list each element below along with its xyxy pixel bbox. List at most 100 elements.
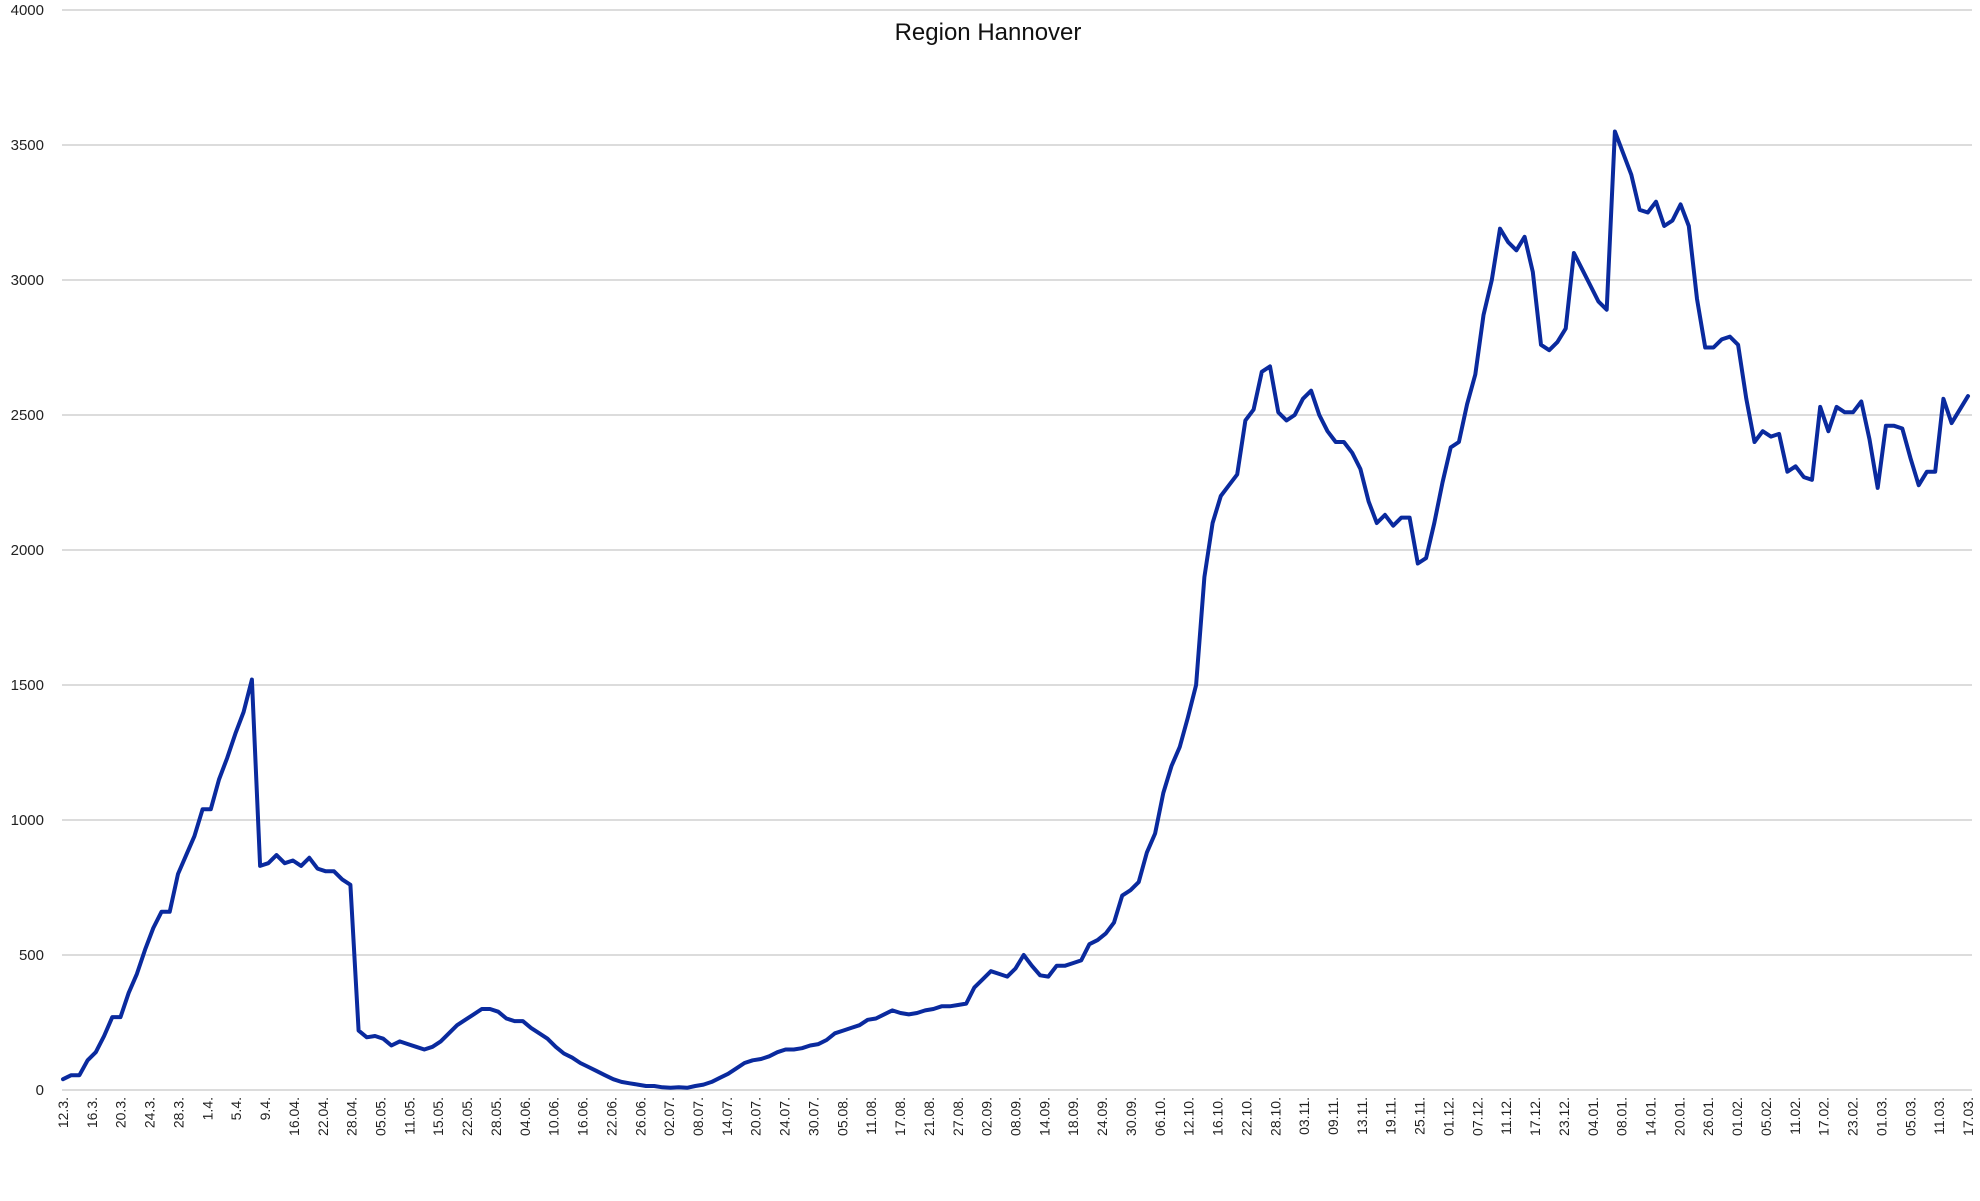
data-point	[1112, 921, 1116, 925]
data-point	[554, 1045, 558, 1049]
data-point	[455, 1023, 459, 1027]
data-point	[307, 856, 311, 860]
data-point	[1769, 435, 1773, 439]
x-tick-label: 17.03.	[1960, 1097, 1976, 1136]
data-point	[1753, 440, 1757, 444]
x-tick-label: 04.06.	[517, 1097, 533, 1136]
data-point	[398, 1039, 402, 1043]
data-point	[1219, 494, 1223, 498]
data-point	[94, 1050, 98, 1054]
data-point	[299, 864, 303, 868]
x-tick-label: 14.09.	[1036, 1097, 1052, 1136]
x-tick-label: 15.05.	[430, 1097, 446, 1136]
x-tick-label: 12.10.	[1181, 1097, 1197, 1136]
data-point	[1654, 200, 1658, 204]
x-tick-label: 22.05.	[459, 1097, 475, 1136]
data-point	[1030, 964, 1034, 968]
data-point	[447, 1031, 451, 1035]
data-point	[1104, 931, 1108, 935]
data-point	[1547, 348, 1551, 352]
y-tick-label: 2500	[11, 407, 44, 424]
data-point	[86, 1058, 90, 1062]
x-tick-label: 30.07.	[805, 1097, 821, 1136]
y-tick-label: 2000	[11, 542, 44, 559]
y-tick-label: 0	[36, 1082, 44, 1099]
data-point	[981, 977, 985, 981]
data-point	[119, 1015, 123, 1019]
data-point	[332, 869, 336, 873]
data-point	[841, 1029, 845, 1033]
data-point	[1941, 397, 1945, 401]
data-point	[1785, 470, 1789, 474]
data-point	[431, 1045, 435, 1049]
data-point	[1744, 397, 1748, 401]
x-tick-label: 26.01.	[1700, 1097, 1716, 1136]
data-point	[504, 1017, 508, 1021]
data-point	[578, 1061, 582, 1065]
data-point	[151, 926, 155, 930]
data-point	[1588, 283, 1592, 287]
data-point	[866, 1018, 870, 1022]
data-point	[1375, 521, 1379, 525]
data-point	[291, 859, 295, 863]
data-point	[1900, 427, 1904, 431]
y-tick-label: 1500	[11, 677, 44, 694]
data-point	[1137, 880, 1141, 884]
data-point	[669, 1086, 673, 1090]
data-point	[1449, 445, 1453, 449]
data-point	[1063, 964, 1067, 968]
data-point	[1826, 429, 1830, 433]
data-point	[1966, 394, 1970, 398]
data-point	[874, 1017, 878, 1021]
x-tick-label: 21.08.	[921, 1097, 937, 1136]
x-tick-label: 9.4.	[257, 1097, 273, 1120]
data-point	[1301, 397, 1305, 401]
data-point	[1252, 408, 1256, 412]
data-point	[1391, 524, 1395, 528]
x-tick-label: 17.12.	[1527, 1097, 1543, 1136]
x-tick-label: 23.02.	[1845, 1097, 1861, 1136]
data-points	[61, 130, 1970, 1090]
x-tick-label: 24.3.	[142, 1097, 158, 1128]
data-point	[357, 1029, 361, 1033]
x-tick-label: 14.07.	[719, 1097, 735, 1136]
data-point	[340, 877, 344, 881]
x-tick-label: 22.04.	[315, 1097, 331, 1136]
gridlines	[62, 9, 1972, 1091]
data-point	[915, 1011, 919, 1015]
data-point	[1613, 130, 1617, 134]
x-tick-label: 03.11.	[1296, 1097, 1312, 1135]
data-point	[1490, 278, 1494, 282]
x-tick-label: 02.07.	[661, 1097, 677, 1136]
data-point	[61, 1077, 65, 1081]
data-point	[1079, 958, 1083, 962]
y-tick-label: 3000	[11, 272, 44, 289]
data-point	[1679, 202, 1683, 206]
data-point	[1022, 953, 1026, 957]
data-point	[1309, 389, 1313, 393]
x-tick-label: 08.01.	[1614, 1097, 1630, 1136]
data-point	[488, 1007, 492, 1011]
data-point	[192, 834, 196, 838]
data-point	[1227, 483, 1231, 487]
data-point	[1293, 413, 1297, 417]
data-point	[110, 1015, 114, 1019]
data-point	[1629, 173, 1633, 177]
data-point	[562, 1052, 566, 1056]
data-point	[899, 1011, 903, 1015]
data-point	[463, 1018, 467, 1022]
data-point	[660, 1085, 664, 1089]
x-tick-label: 14.01.	[1643, 1097, 1659, 1136]
data-point	[628, 1081, 632, 1085]
data-point	[718, 1076, 722, 1080]
series-line	[61, 129, 1970, 1090]
data-point	[1408, 516, 1412, 520]
x-tick-label: 16.04.	[286, 1097, 302, 1136]
data-point	[217, 778, 221, 782]
data-point	[1096, 938, 1100, 942]
x-tick-label: 20.01.	[1671, 1097, 1687, 1136]
data-point	[1342, 440, 1346, 444]
series-group	[61, 129, 1970, 1090]
x-tick-label: 18.09.	[1065, 1097, 1081, 1136]
